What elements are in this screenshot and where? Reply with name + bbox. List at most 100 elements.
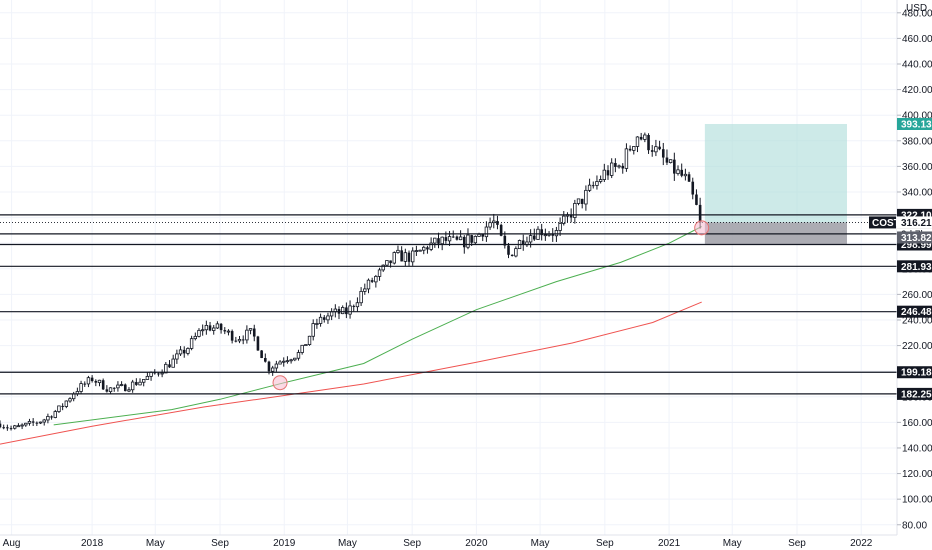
candle-body-up xyxy=(477,233,481,237)
candle-body-up xyxy=(643,134,647,140)
highlight-circle xyxy=(694,220,710,236)
candle-body-up xyxy=(429,242,433,250)
candle-body-up xyxy=(200,329,205,332)
moving-average-line xyxy=(53,226,702,426)
candle-body-down xyxy=(135,382,138,385)
candle-body-up xyxy=(635,136,640,147)
time-axis[interactable]: Aug 2018 May Sep 2019 May Sep 2020 May Sep 2021 May… xyxy=(0,534,932,550)
candle-body-up xyxy=(296,352,301,359)
candle-body-down xyxy=(352,305,356,307)
x-tick-label: 2022 xyxy=(850,538,873,549)
stop-tag-bg xyxy=(897,231,932,244)
target-tag: 393.13 xyxy=(901,119,932,130)
candle-body-down xyxy=(230,331,234,341)
candle-body-down xyxy=(658,146,661,150)
candle-body-up xyxy=(554,230,559,237)
candle-body-up xyxy=(307,335,312,345)
candle-body-up xyxy=(484,226,489,238)
candle-body-down xyxy=(94,381,98,383)
candle-body-down xyxy=(695,194,698,205)
x-tick-label: May xyxy=(146,538,165,549)
candle-body-up xyxy=(189,338,194,349)
candle-body-up xyxy=(108,387,113,393)
position-tool[interactable] xyxy=(704,123,847,245)
candle-body-up xyxy=(440,236,444,245)
candle-body-up xyxy=(79,383,83,392)
price-tags: 322.10307.25298.99281.93246.48199.18182.… xyxy=(869,117,932,400)
candle-body-down xyxy=(673,159,676,174)
candle-body-down xyxy=(241,339,245,341)
x-tick-label: May xyxy=(338,538,357,549)
candle-body-up xyxy=(145,375,150,380)
candle-body-up xyxy=(414,250,419,252)
candle-body-down xyxy=(606,170,610,176)
candle-body-up xyxy=(300,344,304,353)
symbol-tag: COST xyxy=(872,218,900,229)
candle-body-down xyxy=(569,214,573,218)
candle-body-up xyxy=(46,416,50,421)
candle-body-down xyxy=(687,174,691,182)
candle-body-up xyxy=(396,249,400,253)
candle-body-up xyxy=(422,246,426,251)
candle-body-down xyxy=(551,234,555,236)
candle-body-up xyxy=(676,169,680,174)
candle-body-up xyxy=(97,379,102,384)
candle-body-down xyxy=(168,364,171,368)
candle-body-down xyxy=(157,373,160,375)
x-tick-label: 2020 xyxy=(465,538,488,549)
candle-body-down xyxy=(470,235,473,243)
candle-body-down xyxy=(112,387,116,389)
candle-body-up xyxy=(543,234,548,237)
candle-body-up xyxy=(488,222,492,228)
y-tick-label: 380.00 xyxy=(902,136,932,147)
level-tag-bg xyxy=(897,260,932,273)
candle-body-down xyxy=(540,229,543,236)
candle-body-up xyxy=(164,363,168,374)
candle-body-up xyxy=(57,405,61,412)
candle-body-down xyxy=(234,340,238,342)
x-tick-label: Aug xyxy=(3,538,21,549)
y-tick-label: 480.00 xyxy=(902,8,932,19)
candle-body-up xyxy=(142,379,146,383)
x-tick-label: Sep xyxy=(403,538,421,549)
y-tick-label: 460.00 xyxy=(902,34,932,45)
candle-body-up xyxy=(492,220,496,224)
y-tick-label: 220.00 xyxy=(902,341,932,352)
candle-body-down xyxy=(614,163,617,167)
candle-body-up xyxy=(558,222,562,231)
x-tick-label: May xyxy=(723,538,742,549)
candle-body-up xyxy=(304,344,308,346)
candle-body-down xyxy=(219,323,223,331)
candle-body-down xyxy=(639,136,643,140)
candle-body-up xyxy=(433,237,437,244)
candle-body-up xyxy=(418,249,422,252)
candle-body-up xyxy=(447,236,452,242)
candle-body-up xyxy=(282,360,286,363)
candle-body-down xyxy=(252,328,256,337)
candle-body-up xyxy=(285,360,290,363)
candle-body-up xyxy=(609,162,614,176)
candle-body-up xyxy=(366,279,371,290)
candle-body-down xyxy=(407,252,411,262)
horizontal-levels[interactable] xyxy=(0,214,897,395)
y-tick-label: 420.00 xyxy=(902,85,932,96)
candle-body-up xyxy=(318,316,323,324)
x-tick-label: 2021 xyxy=(658,538,681,549)
candle-body-down xyxy=(101,380,105,390)
candle-body-down xyxy=(650,150,654,152)
candle-body-up xyxy=(226,330,231,333)
candle-body-up xyxy=(171,358,175,368)
level-tag: 281.93 xyxy=(901,262,932,273)
candle-body-up xyxy=(598,179,603,182)
profit-zone xyxy=(704,123,847,223)
candle-body-up xyxy=(311,323,315,337)
candle-body-up xyxy=(127,389,131,392)
candle-body-up xyxy=(215,323,220,329)
candle-body-down xyxy=(105,389,109,392)
y-tick-label: 400.00 xyxy=(902,111,932,122)
candle-body-up xyxy=(116,384,120,389)
candle-body-up xyxy=(632,146,636,151)
candle-body-down xyxy=(533,235,536,240)
candle-body-down xyxy=(31,421,35,423)
